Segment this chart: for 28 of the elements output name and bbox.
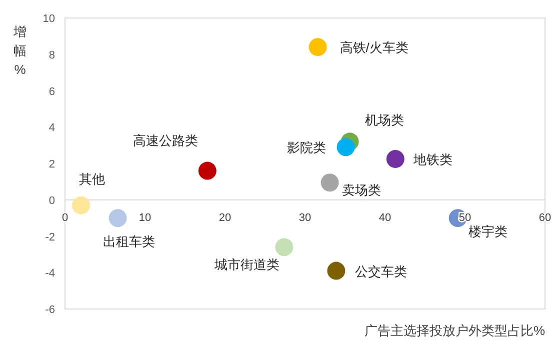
series-label: 公交车类 xyxy=(355,264,408,279)
y-tick-label: 6 xyxy=(48,86,55,98)
y-tick-label: 2 xyxy=(48,158,55,170)
x-axis-title: 广告主选择投放户外类型占比% xyxy=(364,323,546,338)
series-label: 其他 xyxy=(79,171,105,186)
series-label: 楼宇类 xyxy=(468,224,508,240)
series-label: 卖场类 xyxy=(342,182,381,198)
y-tick-label: 4 xyxy=(48,122,55,134)
series-label: 高速公路类 xyxy=(132,132,198,148)
x-tick-label: 40 xyxy=(378,212,392,224)
y-tick-label: 10 xyxy=(42,13,55,25)
y-axis-title: 增幅% xyxy=(12,24,26,77)
y-tick-label: 8 xyxy=(48,49,55,62)
x-tick-label: 60 xyxy=(538,212,552,224)
series-label: 高铁/火车类 xyxy=(340,40,408,56)
series-label: 地铁类 xyxy=(412,152,452,167)
series-label: 机场类 xyxy=(364,112,404,128)
x-tick-label: 0 xyxy=(62,212,68,224)
y-tick-label: -6 xyxy=(45,304,55,316)
y-tick-label: -2 xyxy=(45,231,55,244)
x-tick-label: 10 xyxy=(138,212,152,224)
x-tick-label: 20 xyxy=(218,212,232,224)
x-tick-label: 30 xyxy=(298,212,312,224)
series-label: 城市街道类 xyxy=(214,257,280,272)
series-label: 影院类 xyxy=(286,140,326,156)
series-label: 出租车类 xyxy=(102,234,155,250)
y-tick-label: -4 xyxy=(45,268,55,280)
y-tick-label: 0 xyxy=(48,194,55,207)
